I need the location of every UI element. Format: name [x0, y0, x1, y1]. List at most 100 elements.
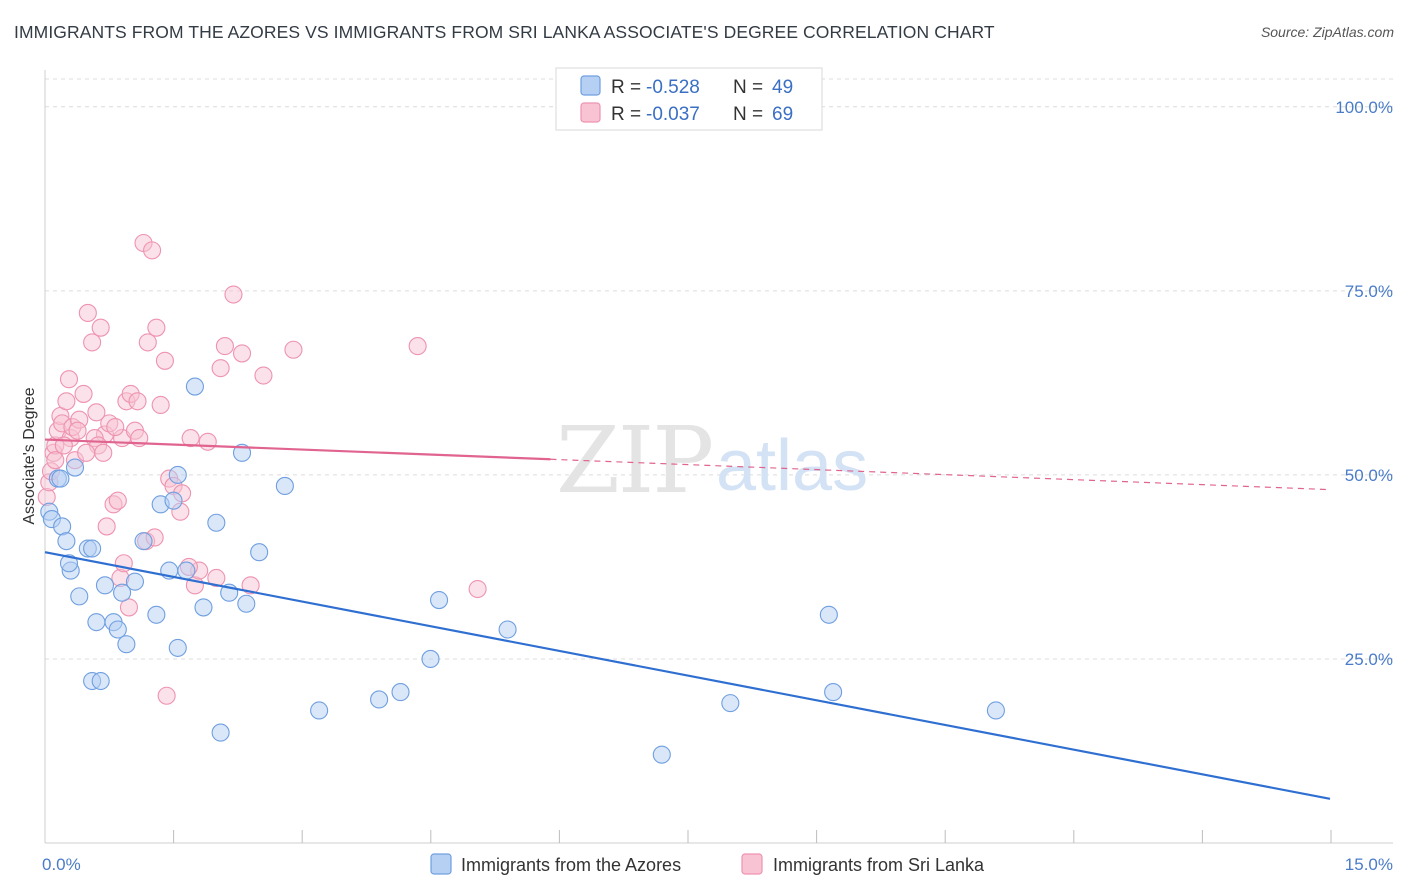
- azores-point-33: [310, 701, 329, 720]
- x-tick-label-max: 15.0%: [1345, 855, 1393, 874]
- azores-point-26: [207, 513, 226, 532]
- azores-point-15: [113, 583, 132, 602]
- grid-lines: [45, 78, 1393, 660]
- azores-point-10: [87, 613, 106, 632]
- azores-point-43: [986, 701, 1005, 720]
- srilanka-point-46: [241, 576, 260, 595]
- x-tick-label-min: 0.0%: [42, 855, 81, 874]
- stats-legend: R = -0.528 N = 49 R = -0.037 N = 69: [555, 67, 823, 131]
- srilanka-point-56: [97, 517, 116, 536]
- legend-r-value-azores: -0.528: [646, 77, 700, 98]
- series-legend: Immigrants from the Azores Immigrants fr…: [430, 853, 985, 875]
- azores-point-42: [824, 683, 843, 702]
- srilanka-point-37: [181, 429, 200, 448]
- srilanka-point-45: [232, 344, 252, 363]
- azores-point-6: [65, 458, 85, 477]
- srilanka-point-17: [87, 403, 106, 422]
- azores-point-31: [250, 543, 269, 562]
- azores-point-23: [177, 561, 196, 580]
- srilanka-point-22: [108, 491, 127, 510]
- srilanka-point-8: [57, 392, 76, 411]
- bottom-legend-swatch-azores: [430, 853, 452, 875]
- source-label: Source: ZipAtlas.com: [1260, 24, 1394, 40]
- y-tick-labels: 25.0% 50.0% 75.0% 100.0%: [1335, 98, 1393, 669]
- srilanka-point-29: [138, 333, 157, 352]
- watermark-zip: ZIP: [556, 407, 712, 514]
- legend-n-label-srilanka: N =: [733, 104, 763, 125]
- bottom-legend-swatch-srilanka: [741, 853, 763, 875]
- srilanka-point-0: [37, 487, 56, 507]
- srilanka-point-32: [151, 395, 170, 415]
- trend-line-azores: [44, 551, 1331, 800]
- legend-n-value-srilanka: 69: [772, 104, 793, 125]
- azores-point-22: [168, 638, 187, 657]
- azores-point-34: [370, 690, 389, 709]
- srilanka-point-33: [155, 351, 174, 370]
- legend-r-value-srilanka: -0.037: [646, 104, 700, 125]
- watermark-atlas: atlas: [716, 426, 868, 506]
- series-azores-points: [40, 377, 1005, 764]
- legend-swatch-srilanka: [580, 102, 601, 123]
- srilanka-point-60: [128, 392, 147, 411]
- azores-point-17: [125, 572, 144, 591]
- srilanka-point-42: [211, 359, 230, 378]
- srilanka-point-66: [77, 443, 96, 462]
- srilanka-point-41: [207, 568, 226, 588]
- azores-point-11: [91, 671, 110, 691]
- azores-point-37: [430, 591, 449, 610]
- azores-point-25: [194, 598, 213, 617]
- y-axis-label: Associate's Degree: [21, 387, 38, 524]
- azores-point-30: [232, 443, 252, 462]
- srilanka-point-43: [215, 337, 234, 356]
- trend-line-srilanka: [44, 438, 551, 461]
- azores-point-19: [147, 605, 166, 624]
- azores-point-46: [164, 491, 183, 510]
- legend-n-label-azores: N =: [733, 77, 763, 98]
- trend-line-srilanka-extension: [550, 458, 1331, 491]
- srilanka-point-16: [83, 333, 102, 352]
- azores-point-36: [421, 649, 440, 669]
- srilanka-point-44: [224, 285, 243, 304]
- srilanka-point-63: [157, 686, 176, 705]
- srilanka-point-40: [198, 432, 217, 451]
- bottom-legend-label-azores: Immigrants from the Azores: [461, 855, 681, 875]
- azores-point-48: [59, 554, 79, 573]
- srilanka-point-51: [46, 451, 65, 470]
- srilanka-point-18: [91, 318, 110, 337]
- srilanka-point-15: [78, 303, 97, 322]
- azores-point-12: [95, 576, 115, 595]
- srilanka-point-59: [119, 598, 139, 617]
- azores-point-4: [57, 532, 76, 551]
- azores-point-44: [51, 469, 70, 488]
- series-srilanka-points: [37, 233, 487, 705]
- y-tick-label-25: 25.0%: [1345, 650, 1393, 669]
- legend-n-value-azores: 49: [772, 77, 793, 98]
- azores-point-39: [652, 745, 671, 764]
- x-ticks: [173, 830, 1332, 843]
- legend-swatch-azores: [580, 75, 601, 96]
- watermark: ZIP atlas: [556, 407, 868, 514]
- srilanka-point-9: [59, 370, 79, 389]
- azores-point-7: [70, 587, 89, 606]
- srilanka-point-49: [408, 337, 427, 356]
- azores-point-35: [391, 683, 410, 702]
- srilanka-point-50: [468, 579, 487, 599]
- azores-point-27: [211, 723, 230, 742]
- srilanka-point-68: [106, 418, 125, 437]
- y-tick-label-50: 50.0%: [1345, 466, 1393, 485]
- azores-point-45: [83, 539, 102, 558]
- azores-point-38: [498, 620, 517, 639]
- y-tick-label-75: 75.0%: [1345, 282, 1393, 301]
- trend-lines: [44, 438, 1331, 800]
- axes: [44, 70, 1393, 844]
- legend-r-label-srilanka: R =: [611, 104, 641, 125]
- azores-point-24: [185, 377, 204, 396]
- azores-point-47: [168, 465, 187, 484]
- srilanka-point-48: [284, 340, 303, 359]
- azores-point-16: [117, 635, 136, 654]
- srilanka-point-31: [147, 318, 166, 337]
- chart-title: IMMIGRANTS FROM THE AZORES VS IMMIGRANTS…: [14, 22, 995, 42]
- azores-point-14: [108, 620, 127, 639]
- srilanka-point-67: [94, 443, 113, 462]
